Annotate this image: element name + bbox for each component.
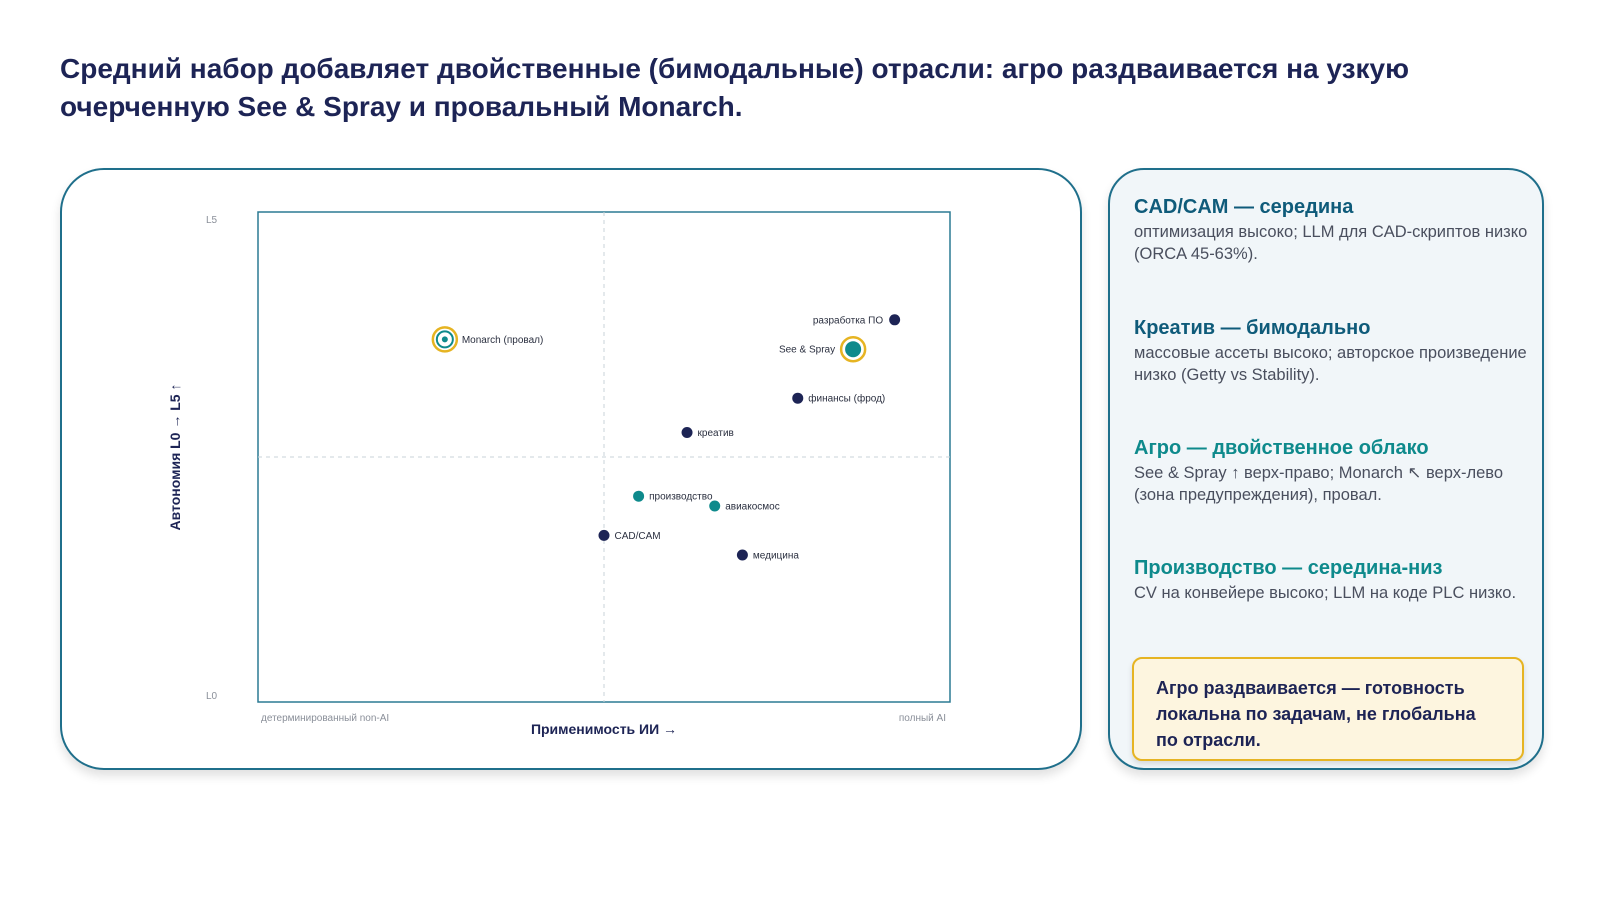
point-label: разработка ПО (813, 314, 883, 326)
data-point: See & Spray (779, 335, 867, 363)
insight-creative: Креатив — бимодально массовые ассеты выс… (1134, 315, 1530, 386)
point-label: авиакосмос (725, 502, 780, 513)
insight-title: Креатив — бимодально (1134, 317, 1371, 339)
point-label: See & Spray (779, 345, 835, 356)
insight-manufacturing: Производство — середина-низ CV на конвей… (1134, 555, 1530, 604)
point-marker (845, 341, 862, 358)
point-marker (681, 427, 693, 438)
insight-title: Производство — середина-низ (1134, 557, 1443, 579)
scatter-chart: L5 L0 детерминированный non-AI полный AI… (167, 211, 951, 737)
y-axis-label: Автономия L0 → L5 ↑ (167, 384, 183, 531)
point-label: CAD/CAM (615, 531, 661, 542)
y-min-label: L0 (206, 691, 218, 702)
insight-cadcam: CAD/CAM — середина оптимизация высоко; L… (1134, 194, 1530, 265)
insight-body: массовые ассеты высоко; авторское произв… (1134, 344, 1527, 384)
point-marker (709, 500, 721, 512)
data-point: разработка ПО (813, 314, 901, 326)
point-marker (889, 314, 901, 326)
point-label: креатив (698, 428, 734, 439)
point-label: медицина (753, 551, 799, 562)
y-max-label: L5 (206, 215, 218, 226)
x-min-label: детерминированный non-AI (261, 713, 389, 724)
insight-title: CAD/CAM — середина (1134, 196, 1354, 218)
data-point: авиакосмос (709, 500, 780, 513)
x-max-label: полный AI (899, 713, 946, 724)
data-point: Monarch (провал) (431, 326, 543, 353)
key-takeaway-callout: Агро раздваивается — готовность локальна… (1132, 657, 1524, 761)
point-label: Monarch (провал) (462, 335, 543, 346)
data-point: производство (633, 490, 713, 503)
data-point: медицина (736, 549, 799, 562)
chart-card: L5 L0 детерминированный non-AI полный AI… (60, 168, 1082, 770)
data-points: разработка ПО See & Spray финансы (фрод) кр… (431, 314, 901, 562)
point-label: финансы (фрод) (808, 393, 885, 405)
insight-body: CV на конвейере высоко; LLM на коде PLC … (1134, 584, 1517, 602)
point-marker (792, 392, 804, 404)
point-marker (441, 336, 448, 343)
insight-body: See & Spray ↑ верх-право; Monarch ↖ верх… (1134, 464, 1504, 504)
data-point: CAD/CAM (598, 529, 661, 542)
insight-title: Агро — двойственное облако (1134, 437, 1429, 459)
data-point: креатив (681, 427, 734, 439)
insight-body: оптимизация высоко; LLM для CAD-скриптов… (1134, 223, 1528, 263)
point-marker (736, 549, 748, 561)
insight-agro: Агро — двойственное облако See & Spray ↑… (1134, 435, 1530, 506)
point-marker (633, 490, 645, 502)
x-axis-label: Применимость ИИ → (531, 721, 677, 737)
insights-panel: CAD/CAM — середина оптимизация высоко; L… (1108, 168, 1544, 770)
point-label: производство (649, 492, 713, 503)
point-marker (598, 529, 610, 541)
page-title: Средний набор добавляет двойственные (би… (60, 53, 1410, 122)
data-point: финансы (фрод) (792, 392, 885, 405)
